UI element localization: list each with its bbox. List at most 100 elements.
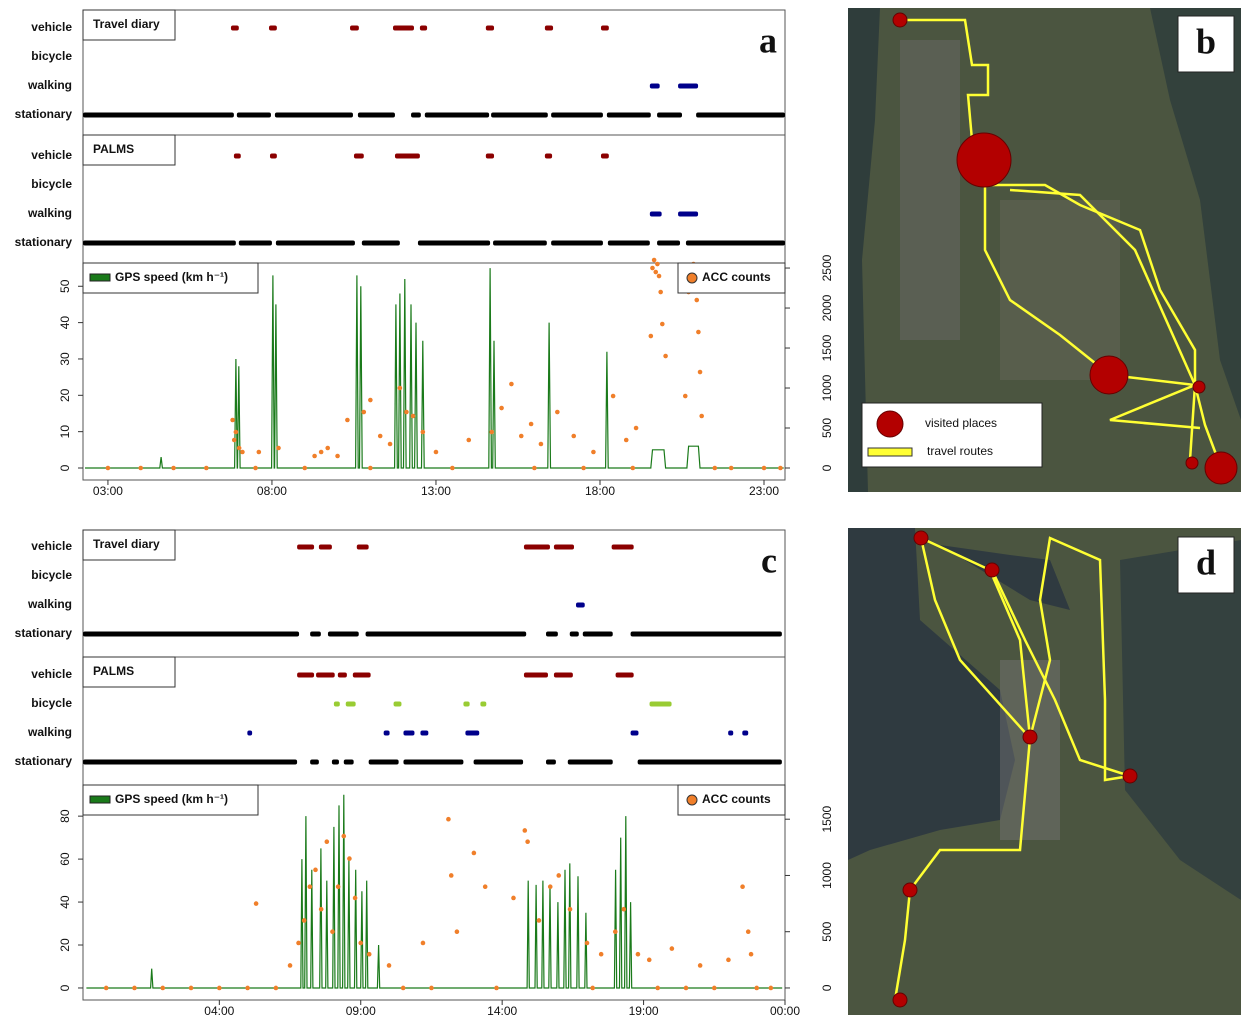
legend-label: GPS speed (km h⁻¹)	[115, 792, 228, 806]
y-tick-label: 60	[58, 852, 72, 866]
activity-segment	[650, 84, 660, 89]
panel-frame	[83, 263, 785, 480]
acc-point	[388, 442, 393, 447]
activity-segment	[418, 241, 490, 246]
y-tick-label: 20	[58, 938, 72, 952]
y2-tick-label: 2500	[820, 254, 834, 281]
activity-segment	[394, 702, 402, 707]
acc-point	[556, 873, 561, 878]
x-tick-label: 23:00	[749, 484, 779, 498]
category-label: bicycle	[31, 568, 72, 582]
activity-segment	[607, 113, 651, 118]
activity-segment	[316, 673, 335, 678]
x-tick-label: 13:00	[421, 484, 451, 498]
acc-point	[581, 466, 586, 471]
activity-segment	[237, 113, 271, 118]
category-label: walking	[27, 206, 72, 220]
acc-point	[539, 442, 544, 447]
activity-segment	[486, 26, 494, 31]
map-d: d	[848, 528, 1241, 1015]
panel-frame	[83, 657, 785, 785]
activity-segment	[480, 702, 486, 707]
acc-point	[450, 466, 455, 471]
x-tick-label: 19:00	[629, 1004, 659, 1015]
activity-segment	[425, 113, 489, 118]
acc-point	[358, 941, 363, 946]
activity-segment	[319, 545, 332, 550]
activity-segment	[346, 702, 356, 707]
y2-tick-label: 2000	[820, 294, 834, 321]
activity-segment	[678, 212, 698, 217]
acc-point	[660, 322, 665, 327]
acc-point	[529, 422, 534, 427]
legend-label: travel routes	[927, 444, 993, 458]
acc-point	[257, 450, 262, 455]
acc-point	[237, 446, 242, 451]
acc-point	[429, 986, 434, 991]
activity-segment	[554, 673, 573, 678]
acc-point	[345, 418, 350, 423]
acc-point	[712, 986, 717, 991]
activity-segment	[631, 632, 782, 637]
acc-point	[634, 426, 639, 431]
acc-point	[740, 884, 745, 889]
acc-point	[106, 466, 111, 471]
acc-point	[367, 952, 372, 957]
activity-segment	[234, 154, 241, 159]
acc-point	[653, 270, 658, 275]
acc-point	[537, 918, 542, 923]
y2-tick-label: 1500	[820, 806, 834, 833]
activity-segment	[334, 702, 340, 707]
acc-point	[232, 438, 237, 443]
acc-point	[532, 466, 537, 471]
acc-point	[590, 986, 595, 991]
acc-point	[683, 394, 688, 399]
activity-segment	[601, 154, 609, 159]
activity-segment	[545, 26, 553, 31]
activity-segment	[524, 545, 550, 550]
activity-segment	[657, 241, 680, 246]
category-label: stationary	[15, 626, 73, 640]
activity-segment	[650, 702, 672, 707]
y-tick-label: 30	[58, 352, 72, 366]
category-label: vehicle	[31, 667, 72, 681]
acc-point	[630, 466, 635, 471]
acc-point	[591, 450, 596, 455]
acc-point	[254, 901, 259, 906]
activity-segment	[546, 760, 556, 765]
panel-title: PALMS	[93, 664, 134, 678]
acc-point	[568, 907, 573, 912]
acc-point	[189, 986, 194, 991]
visited-place	[1205, 452, 1237, 484]
acc-point	[319, 907, 324, 912]
y-tick-label: 40	[58, 895, 72, 909]
urban-area	[1000, 200, 1120, 380]
acc-point	[302, 466, 307, 471]
acc-point	[288, 963, 293, 968]
acc-point	[636, 952, 641, 957]
y-tick-label: 0	[58, 464, 72, 471]
x-tick-label: 03:00	[93, 484, 123, 498]
acc-point	[378, 434, 383, 439]
activity-segment	[338, 673, 347, 678]
activity-segment	[310, 632, 321, 637]
acc-point	[699, 414, 704, 419]
category-label: bicycle	[31, 49, 72, 63]
activity-segment	[83, 632, 299, 637]
acc-point	[754, 986, 759, 991]
y2-tick-label: 1500	[820, 334, 834, 361]
acc-point	[138, 466, 143, 471]
acc-point	[696, 330, 701, 335]
acc-point	[313, 868, 318, 873]
visited-place	[985, 563, 999, 577]
acc-point	[398, 386, 403, 391]
acc-point	[325, 839, 330, 844]
acc-point	[729, 466, 734, 471]
acc-point	[240, 450, 245, 455]
acc-point	[650, 266, 655, 271]
activity-segment	[696, 113, 785, 118]
acc-point	[446, 817, 451, 822]
x-tick-label: 14:00	[487, 1004, 517, 1015]
acc-point	[325, 446, 330, 451]
acc-point	[698, 963, 703, 968]
